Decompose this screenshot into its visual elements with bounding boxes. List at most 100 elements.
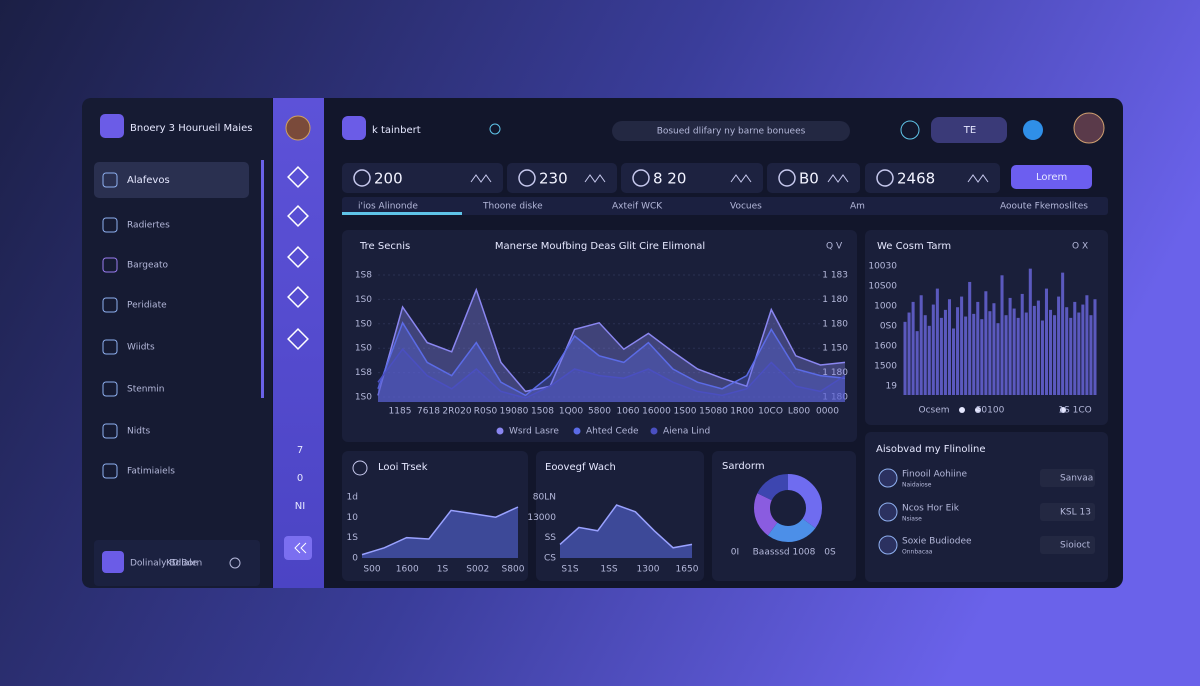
y-tick-label: 1500: [874, 362, 897, 372]
bar: [956, 307, 960, 395]
stat-value: 200: [374, 170, 403, 188]
tab-label[interactable]: Axteif WCK: [612, 202, 663, 212]
nav-icon: [102, 339, 118, 355]
search-box[interactable]: [612, 121, 850, 141]
x-tick-label: 1508: [531, 407, 554, 417]
nav-label[interactable]: Alafevos: [127, 175, 170, 186]
bar: [939, 317, 943, 395]
sidebar-footer: [94, 540, 260, 586]
x-tick-label: 2R020: [442, 407, 471, 417]
nav-label[interactable]: Fatimiaiels: [127, 467, 175, 477]
x-tick-label: 5800: [588, 407, 611, 417]
nav-label[interactable]: Stenmin: [127, 385, 164, 395]
stat-card: [865, 163, 1000, 193]
tab-label[interactable]: Aooute Fkemoslites: [1000, 202, 1088, 212]
bar: [1049, 309, 1053, 395]
user-avatar[interactable]: [1073, 112, 1105, 144]
stat-value: 8 20: [653, 170, 686, 188]
chart-title: Eoovegf Wach: [545, 462, 616, 473]
x-tick-label: 10CO: [758, 407, 783, 417]
collapse-button[interactable]: [284, 536, 312, 560]
stat-trend: [730, 174, 752, 183]
bar: [1000, 275, 1004, 395]
bar: [919, 295, 923, 395]
legend-dot: [573, 427, 581, 435]
rail-icon[interactable]: [287, 286, 309, 308]
x-tick-label: 19080: [500, 407, 529, 417]
x-tick-label: S800: [502, 565, 525, 575]
list-tag-label: KSL 13: [1060, 508, 1091, 518]
nav-label[interactable]: Radiertes: [127, 221, 170, 231]
chart-controls[interactable]: O X: [1072, 242, 1088, 252]
footer-icon: [102, 551, 124, 573]
bar: [1069, 317, 1073, 395]
bar: [960, 296, 964, 395]
list-name: Ncos Hor Eik: [902, 504, 960, 514]
bar: [1028, 268, 1032, 395]
tab-label[interactable]: Vocues: [730, 202, 762, 212]
legend-dot: [975, 407, 981, 413]
footer-settings[interactable]: [229, 557, 241, 569]
bar: [907, 312, 911, 395]
chart-title: We Cosm Tarm: [877, 241, 951, 252]
nav-icon: [102, 217, 118, 233]
y-tick-label: 19: [886, 382, 898, 392]
search-icon[interactable]: [489, 123, 501, 135]
list-tag[interactable]: [1040, 503, 1095, 521]
list-tag[interactable]: [1040, 469, 1095, 487]
stat-button-label: Lorem: [1036, 172, 1067, 183]
series-area: [378, 349, 845, 402]
nav-label[interactable]: Nidts: [127, 427, 150, 437]
status-icon[interactable]: [1023, 120, 1043, 140]
top-pill[interactable]: [931, 117, 1007, 143]
y2-tick-label: 1 180: [822, 393, 848, 403]
stat-trend: [584, 174, 606, 183]
list-name: Soxie Budiodee: [902, 537, 972, 547]
legend-label: 1S 1CO: [1058, 406, 1091, 416]
x-tick-label: 0000: [816, 407, 839, 417]
bar: [1044, 288, 1048, 395]
y-tick-label: 0: [352, 554, 358, 564]
series-line: [377, 287, 846, 396]
stat-value: 230: [539, 170, 568, 188]
nav-label[interactable]: Peridiate: [127, 301, 167, 311]
y-tick-label: 1S0: [355, 295, 372, 305]
chart-controls[interactable]: Q V: [826, 242, 843, 252]
legend-label: Ocsem: [918, 406, 949, 416]
nav-label[interactable]: Bargeato: [127, 261, 169, 271]
tab-label[interactable]: Am: [850, 202, 865, 212]
x-tick-label: 1Q00: [559, 407, 584, 417]
stat-button[interactable]: [1011, 165, 1092, 189]
list-sub: Naidaiose: [902, 482, 932, 489]
bar: [1089, 315, 1093, 395]
y-tick-label: 1S0: [355, 344, 372, 354]
list-icon: [878, 502, 898, 522]
rail-icon[interactable]: [287, 166, 309, 188]
panel: [712, 451, 856, 581]
bar: [1057, 296, 1061, 395]
legend-label: Ahted Cede: [586, 427, 639, 437]
nav-icon: [102, 172, 118, 188]
stat-value: B0: [799, 170, 819, 188]
rail-icon[interactable]: [287, 328, 309, 350]
rail-icon[interactable]: [287, 246, 309, 268]
list-tag[interactable]: [1040, 536, 1095, 554]
tab-label[interactable]: Thoone diske: [482, 202, 543, 212]
bar: [1061, 272, 1065, 395]
x-tick-label: 1060: [617, 407, 640, 417]
series-line: [377, 321, 846, 397]
y-tick-label: 1S8: [355, 368, 372, 378]
rail-icon[interactable]: [287, 205, 309, 227]
nav-icon: [102, 257, 118, 273]
y-tick-label: 10030: [868, 262, 897, 272]
tab-label[interactable]: i'ios Alinonde: [358, 202, 418, 212]
y-tick-label: 1S: [347, 533, 359, 543]
nav-label[interactable]: Wiidts: [127, 343, 155, 353]
list-sub: Onnbacaa: [902, 549, 933, 556]
chart-title: Sardorm: [722, 461, 765, 472]
notify-icon[interactable]: [900, 120, 920, 140]
bar: [1077, 312, 1081, 395]
x-tick-label: 1S00: [674, 407, 697, 417]
y-tick-label: 80LN: [533, 493, 556, 503]
y-tick-label: 1d: [347, 493, 358, 503]
